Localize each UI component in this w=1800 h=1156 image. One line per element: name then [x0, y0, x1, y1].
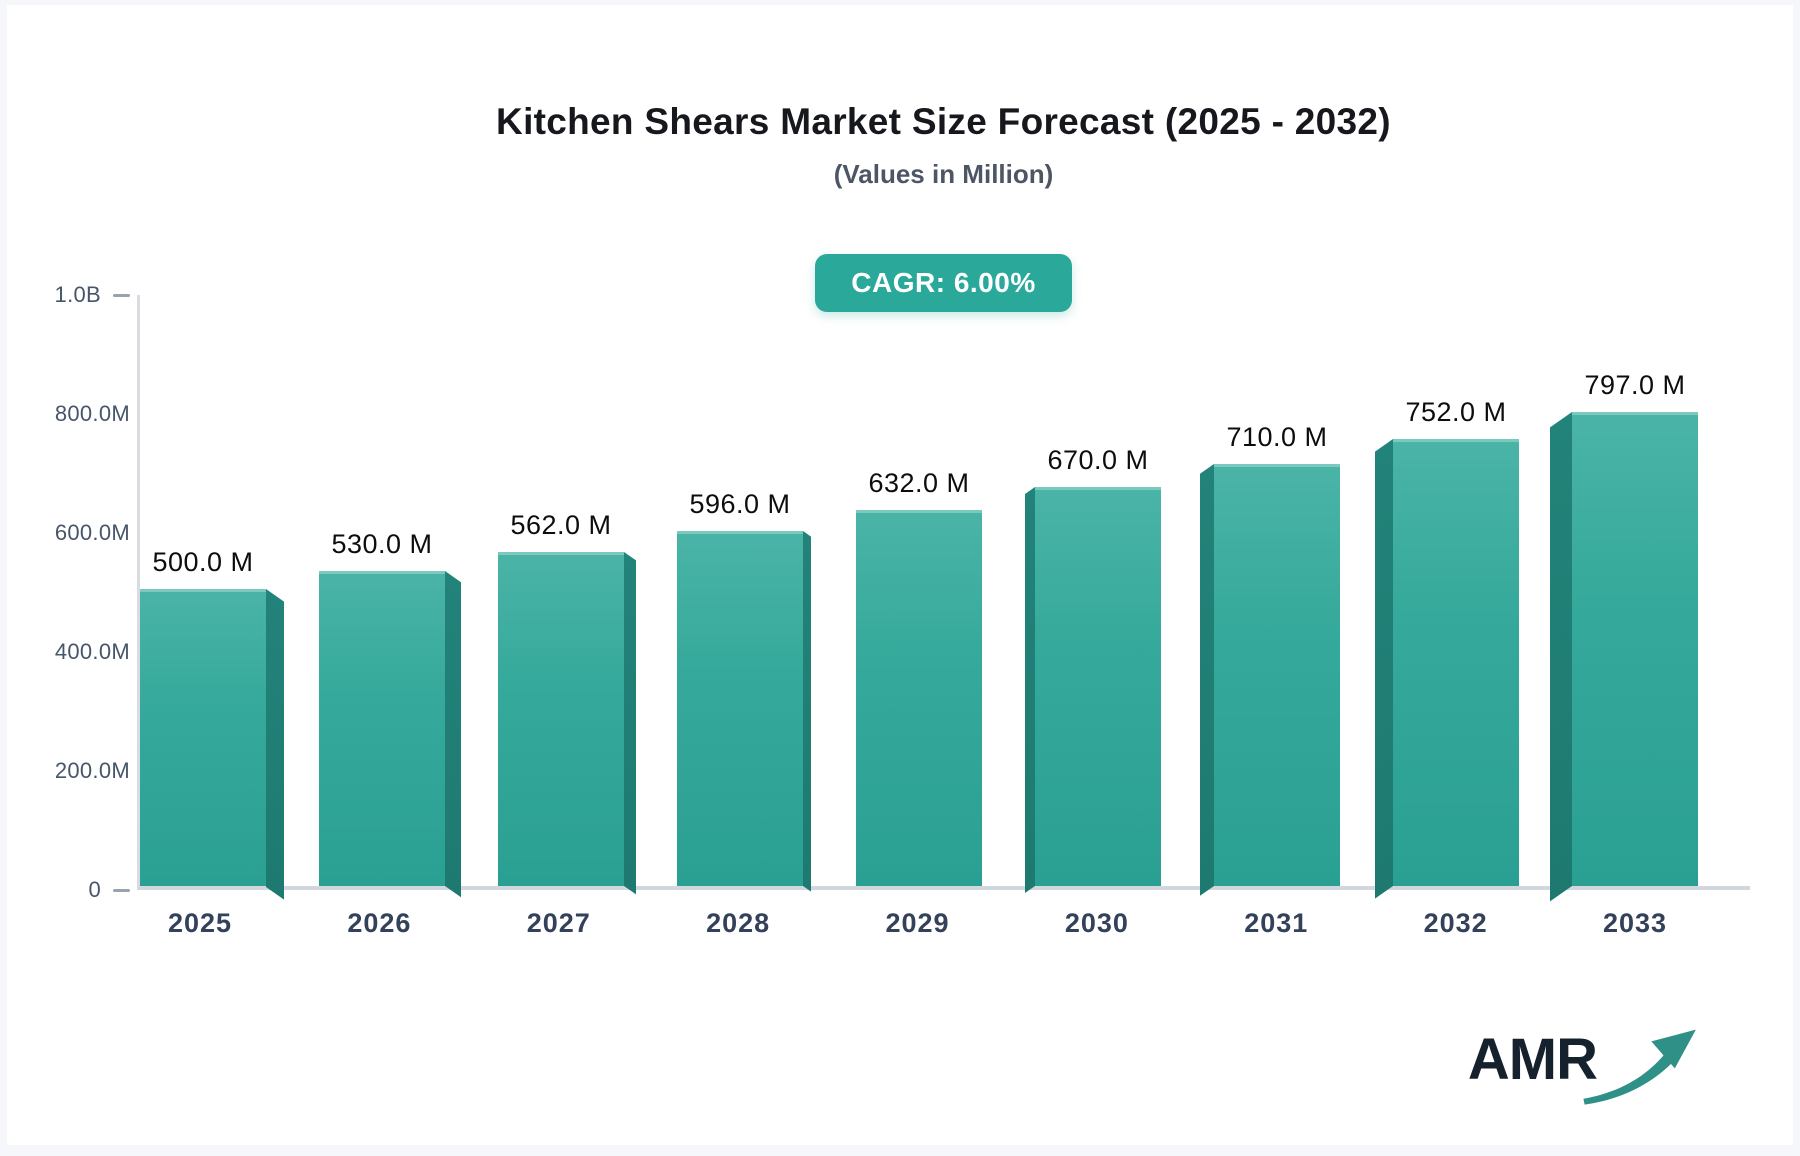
bar-3d-side — [624, 551, 636, 895]
y-axis-tick-label: 200.0M — [54, 758, 130, 783]
bars-container: 500.0 M 530.0 M 562.0 M 596.0 M 632.0 M 670.0… — [140, 295, 1750, 902]
bar-3d-side — [445, 570, 461, 898]
bar-2030 — [1025, 487, 1161, 894]
bar-slot-2026: 530.0 M — [319, 295, 461, 898]
bar-value-label: 670.0 M — [1047, 445, 1149, 476]
x-axis-label-2031: 2031 — [1244, 908, 1309, 938]
y-axis-label-row: 400.0M — [20, 639, 140, 665]
x-axis-label-2028: 2028 — [706, 908, 771, 938]
bar-2026 — [319, 570, 461, 898]
x-axis-label-2027: 2027 — [526, 908, 591, 938]
chart-subtitle: (Values in Million) — [833, 159, 1054, 189]
amr-logo: AMR — [1467, 1027, 1701, 1107]
bar-3d-side — [1375, 438, 1393, 899]
y-axis-tick-label: 1.0B — [54, 282, 101, 307]
bar-3d-side — [266, 588, 284, 899]
y-axis-label-row: 1.0B — [20, 282, 140, 308]
x-axis-label-2025: 2025 — [167, 908, 233, 938]
bar-chart-plot-area: 1.0B 800.0M 600.0M 400.0M 200.0M 0 500.0 M 530… — [55, 282, 1750, 902]
bar-value-label: 710.0 M — [1226, 421, 1328, 452]
bar-2032 — [1375, 438, 1519, 899]
bar-slot-2027: 562.0 M — [498, 295, 636, 895]
y-axis-tick-mark — [113, 293, 130, 297]
growth-arrow-icon — [1583, 1029, 1696, 1105]
x-axis-label-2032: 2032 — [1423, 908, 1488, 938]
amr-logo-text: AMR — [1467, 1027, 1598, 1092]
bar-2033 — [1550, 411, 1698, 902]
y-axis-label-row: 600.0M — [20, 520, 140, 546]
bar-value-label: 500.0 M — [152, 546, 254, 577]
y-axis-label-row: 200.0M — [20, 758, 140, 784]
chart-header: Kitchen Shears Market Size Forecast (202… — [137, 101, 1750, 190]
y-axis-label-row: 0 — [20, 877, 140, 903]
chart-title: Kitchen Shears Market Size Forecast (202… — [496, 101, 1391, 142]
y-axis-tick-label: 400.0M — [54, 639, 130, 664]
bar-value-label: 562.0 M — [510, 509, 612, 540]
bar-3d-side — [1550, 411, 1572, 902]
bar-3d-side — [1025, 487, 1035, 894]
y-axis-tick-label: 600.0M — [54, 520, 130, 545]
y-axis-label-row: 800.0M — [20, 401, 140, 427]
x-axis-label-2029: 2029 — [885, 908, 950, 938]
bar-2031 — [1200, 463, 1340, 896]
bar-value-label: 530.0 M — [331, 528, 433, 559]
bar-value-label: 797.0 M — [1584, 369, 1686, 400]
bar-value-label: 632.0 M — [868, 467, 970, 498]
y-axis-tick-mark — [113, 888, 130, 892]
bar-value-label: 596.0 M — [689, 489, 791, 520]
bar-3d-side — [803, 531, 811, 892]
bar-2029 — [856, 509, 982, 886]
y-axis-tick-label: 800.0M — [54, 401, 130, 426]
bar-slot-2025: 500.0 M — [140, 295, 284, 899]
x-axis-label-2026: 2026 — [347, 908, 412, 938]
bar-2027 — [498, 551, 636, 895]
bar-slot-2029: 632.0 M — [856, 295, 982, 886]
bar-slot-2030: 670.0 M — [1025, 295, 1161, 894]
bar-value-label: 752.0 M — [1405, 396, 1507, 427]
cagr-badge: CAGR: 6.00% — [815, 254, 1072, 312]
cagr-badge-container: CAGR: 6.00% — [137, 254, 1750, 312]
x-axis-label-2033: 2033 — [1602, 908, 1668, 938]
bar-slot-2031: 710.0 M — [1200, 295, 1340, 896]
bar-2028 — [677, 531, 811, 892]
bar-2025 — [140, 588, 284, 899]
y-axis-tick-label: 0 — [88, 877, 101, 902]
x-axis-label-2030: 2030 — [1064, 908, 1129, 938]
bar-3d-side — [1200, 463, 1214, 896]
bar-slot-2032: 752.0 M — [1375, 295, 1519, 899]
bar-slot-2028: 596.0 M — [677, 295, 811, 892]
chart-card: Kitchen Shears Market Size Forecast (202… — [7, 5, 1793, 1145]
bar-slot-2033: 797.0 M — [1550, 295, 1698, 902]
x-axis-labels: 2025 2026 2027 2028 2029 2030 2031 2032 2033 — [137, 908, 1750, 939]
